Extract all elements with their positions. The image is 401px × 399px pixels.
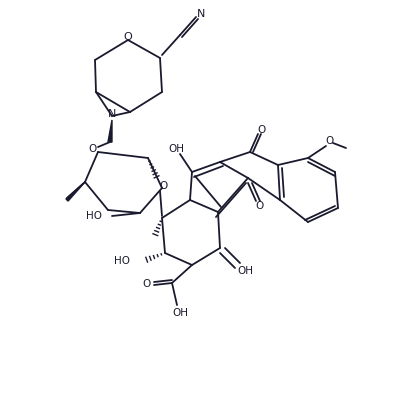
Polygon shape <box>108 120 112 142</box>
Text: OH: OH <box>237 266 252 276</box>
Text: O: O <box>257 125 265 135</box>
Polygon shape <box>66 182 85 201</box>
Text: O: O <box>325 136 333 146</box>
Text: O: O <box>160 181 168 191</box>
Text: OH: OH <box>172 308 188 318</box>
Text: OH: OH <box>168 144 184 154</box>
Text: O: O <box>89 144 97 154</box>
Text: HO: HO <box>114 256 130 266</box>
Text: O: O <box>142 279 151 289</box>
Text: N: N <box>196 9 205 19</box>
Text: O: O <box>255 201 263 211</box>
Text: HO: HO <box>86 211 102 221</box>
Text: O: O <box>124 32 132 42</box>
Text: N: N <box>107 109 116 119</box>
